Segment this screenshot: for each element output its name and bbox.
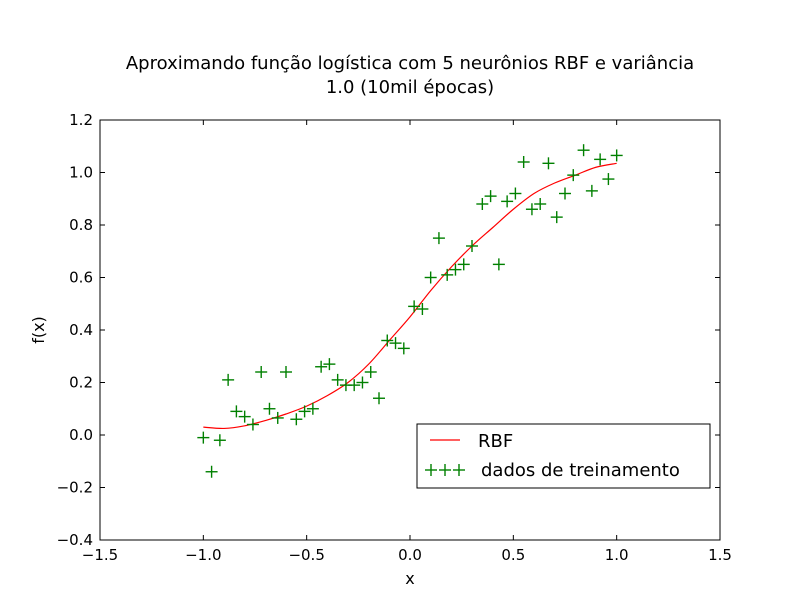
training-point [331,373,344,386]
y-axis-label: f(x) [29,316,48,344]
y-tick-label: 0.2 [69,374,93,392]
training-point [577,144,590,157]
training-point [381,334,394,347]
training-point [509,187,522,200]
training-point [567,169,580,182]
x-tick-label: 1.0 [605,546,629,564]
training-point [550,211,563,224]
y-tick-label: 1.2 [69,111,93,129]
training-point [492,258,505,271]
training-point [263,402,276,415]
legend-rbf-label: RBF [478,431,513,452]
training-point [534,198,547,210]
training-point [610,149,623,162]
training-point [416,303,429,315]
training-point [306,402,319,415]
axes-frame [99,119,721,541]
training-point [222,373,235,386]
training-point [424,271,437,284]
training-point [373,392,385,405]
legend: RBF dados de treinamento [416,423,711,489]
training-point [298,405,311,418]
training-point [449,263,462,276]
training-point [290,413,303,426]
training-point [246,418,259,431]
training-point [356,376,369,389]
training-point [323,358,336,371]
legend-training-markers [425,464,465,476]
training-point [315,360,328,373]
training-point [230,405,243,418]
y-tick-label: −0.2 [57,479,93,497]
y-tick-label: −0.4 [57,531,93,549]
axis-ticks: −1.5 −1.0 −0.5 0.0 0.5 1.0 1.5 −0.4 −0.2 0.0 0.2 0.… [57,111,732,564]
training-point [602,173,615,186]
training-point [205,465,218,478]
x-tick-label: 0.5 [501,546,525,564]
training-point [408,300,421,313]
training-point [271,411,284,424]
rbf-line [203,162,617,430]
training-point [280,366,292,378]
legend-training-label: dados de treinamento [481,460,680,481]
x-tick-label: 0.0 [398,546,422,564]
x-tick-label: −0.5 [288,546,324,564]
training-point [441,268,454,281]
training-point [348,379,361,392]
training-point [501,195,514,208]
y-tick-label: 0.4 [69,321,93,339]
x-tick-label: −1.0 [185,546,221,564]
training-point [213,434,226,447]
training-point [484,190,497,203]
training-point [466,240,478,252]
training-point [594,153,607,166]
x-tick-label: −1.5 [82,546,118,564]
y-tick-label: 0.8 [69,216,93,234]
training-point [585,184,598,197]
chart-title-line-1: Aproximando função logística com 5 neurô… [126,53,694,74]
training-point [457,258,470,271]
training-point [517,156,530,168]
training-point [197,431,210,444]
training-point [364,366,377,378]
training-point [238,410,251,423]
training-point [389,337,402,350]
training-point [476,198,489,210]
training-point [432,232,445,245]
legend-training-marker [439,464,451,476]
legend-training-marker [453,464,465,476]
plot-area [197,144,623,478]
training-point [255,366,268,378]
chart-title-line-2: 1.0 (10mil épocas) [326,77,494,98]
training-point [542,157,555,170]
y-tick-label: 1.0 [69,164,93,182]
y-tick-label: 0.0 [69,426,93,444]
x-tick-label: 1.5 [708,546,732,564]
training-point [525,203,538,216]
x-axis-label: x [405,569,414,588]
training-point [397,342,410,355]
legend-training-marker [425,464,437,476]
legend-box [416,423,711,489]
training-point [559,187,571,200]
y-tick-label: 0.6 [69,269,93,287]
